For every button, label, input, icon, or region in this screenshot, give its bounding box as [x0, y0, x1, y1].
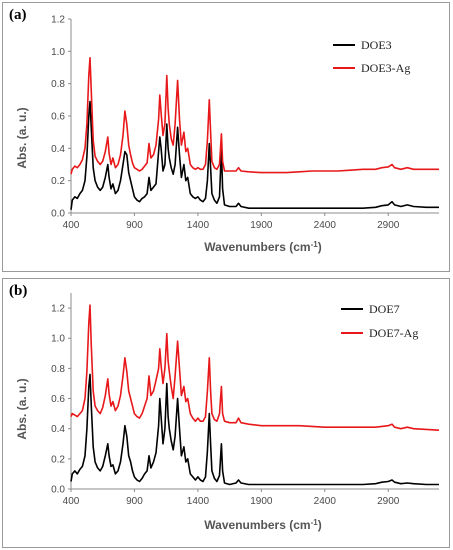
chart-a-series-doe3: [70, 100, 439, 210]
chart-a: 0.0 0.2 0.4 0.6 0.8 1.0 1.2 400 900 1400 1900 2400 2…: [15, 15, 439, 255]
y-tick-label: 1.2: [51, 15, 65, 26]
legend: DOE3 DOE3-Ag: [333, 38, 410, 75]
y-tick-label: 0.0: [51, 209, 65, 220]
x-axis-label: Wavenumbers (cm-1): [204, 240, 321, 255]
x-tick-label: 1400: [187, 496, 210, 507]
panel-label: (b): [9, 283, 28, 299]
x-tick-label: 1900: [250, 496, 273, 507]
x-tick-label: 900: [126, 220, 143, 231]
y-tick-label: 1.2: [51, 304, 65, 315]
y-axis-label: Abs. (a. u.): [15, 378, 29, 439]
y-tick-label: 0.6: [51, 112, 65, 123]
legend-label-doe7: DOE7: [369, 302, 400, 316]
x-tick-label: 2400: [314, 220, 337, 231]
y-tick-label: 1.0: [51, 334, 65, 345]
x-tick-label: 2900: [377, 496, 400, 507]
panel-label: (a): [9, 7, 27, 23]
chart-b-series-doe7-ag: [70, 304, 440, 431]
y-tick-label: 0.6: [51, 394, 65, 405]
legend-label-doe3-ag: DOE3-Ag: [361, 61, 410, 75]
legend: DOE7 DOE7-Ag: [341, 302, 418, 340]
y-tick-label: 1.0: [51, 47, 65, 58]
x-axis-label: Wavenumbers (cm-1): [204, 518, 321, 533]
axes: 0.0 0.2 0.4 0.6 0.8 1.0 1.2 400 900 1400 1900 2400 2…: [51, 293, 439, 507]
x-tick-label: 1400: [187, 220, 210, 231]
y-tick-label: 0.2: [51, 176, 65, 187]
chart-panel-a: (a) 0.0 0.2 0.4 0.6 0.8 1.0 1.2 400 900 1400 1900 2…: [2, 2, 450, 272]
y-tick-label: 0.8: [51, 79, 65, 90]
x-tick-label: 400: [63, 496, 80, 507]
y-axis-label: Abs. (a. u.): [15, 107, 29, 168]
legend-label-doe7-ag: DOE7-Ag: [369, 326, 418, 340]
y-tick-label: 0.0: [51, 485, 65, 496]
chart-b: 0.0 0.2 0.4 0.6 0.8 1.0 1.2 400 900 1400 1900 2400 2…: [15, 293, 440, 533]
x-tick-label: 400: [63, 220, 80, 231]
y-tick-label: 0.4: [51, 144, 65, 155]
y-tick-label: 0.8: [51, 364, 65, 375]
legend-label-doe3: DOE3: [361, 38, 392, 52]
x-tick-label: 2400: [314, 496, 337, 507]
x-tick-label: 900: [126, 496, 143, 507]
x-tick-label: 2900: [377, 220, 400, 231]
y-tick-label: 0.2: [51, 454, 65, 465]
chart-a-series-doe3-ag: [70, 56, 439, 175]
x-tick-label: 1900: [250, 220, 273, 231]
chart-panel-b: (b) 0.0 0.2 0.4 0.6 0.8 1.0 1.2 400 900 1400 1900 2…: [2, 278, 450, 548]
y-tick-label: 0.4: [51, 424, 65, 435]
axes: 0.0 0.2 0.4 0.6 0.8 1.0 1.2 400 900 1400 1900 2400 2…: [51, 15, 439, 231]
chart-b-series-doe7: [70, 373, 439, 486]
